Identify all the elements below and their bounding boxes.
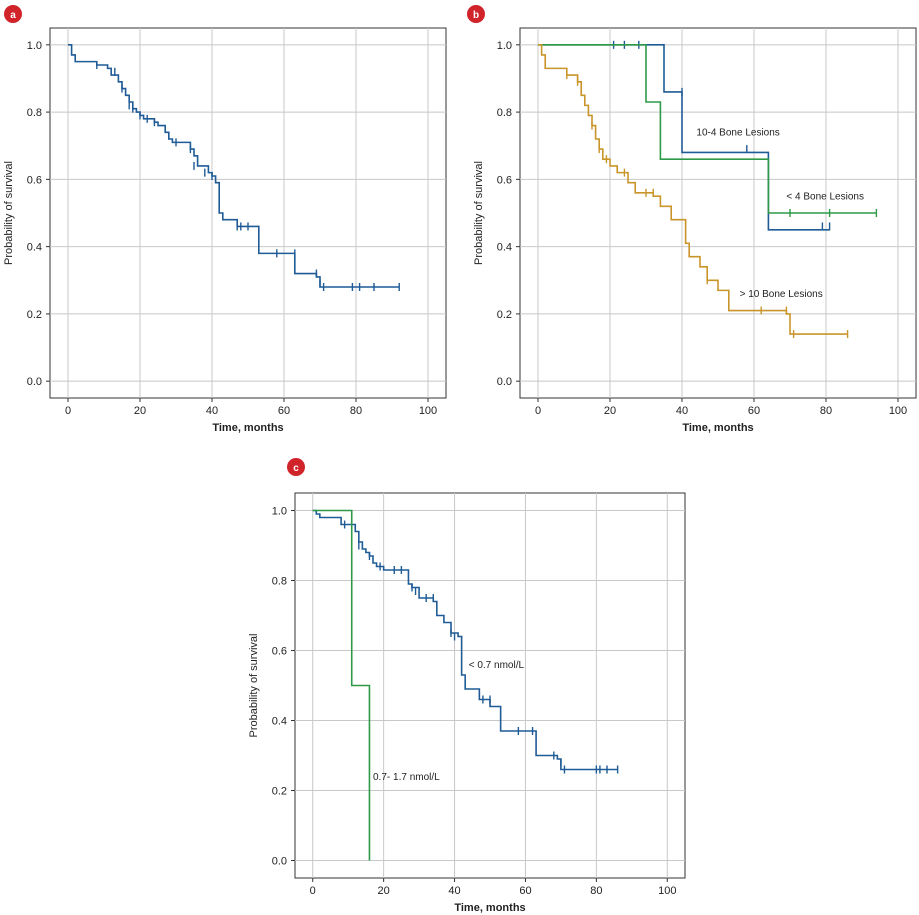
x-tick-label: 20 <box>378 885 390 897</box>
y-tick-label: 0.0 <box>27 376 42 388</box>
plot-frame <box>519 27 917 399</box>
x-tick-label: 100 <box>658 885 676 897</box>
survival-curve-1 <box>68 44 400 288</box>
x-tick-label: 80 <box>820 405 832 417</box>
x-tick-label: 0 <box>310 885 316 897</box>
x-axis-title: Time, months <box>454 902 525 914</box>
y-tick-label: 0.6 <box>497 174 512 186</box>
y-axis-title: Probability of survival <box>248 634 260 738</box>
plot-frame <box>294 492 686 879</box>
plot-frame <box>49 27 447 399</box>
panel-badge-letter: b <box>473 10 479 21</box>
series-label: < 0.7 nmol/L <box>469 660 525 671</box>
x-tick-label: 40 <box>676 405 688 417</box>
y-tick-label: 0.0 <box>497 376 512 388</box>
series-label: < 4 Bone Lesions <box>786 192 864 203</box>
y-tick-label: 0.8 <box>497 107 512 119</box>
panel-a: 0 20 40 60 80 100 0.0 0.2 0.4 0.6 0.8 1.0 Time, mont… <box>3 5 447 434</box>
x-tick-label: 20 <box>134 405 146 417</box>
y-tick-label: 0.6 <box>27 174 42 186</box>
y-tick-label: 0.2 <box>497 309 512 321</box>
y-tick-label: 0.2 <box>272 786 287 798</box>
panel-b: 0 20 40 60 80 100 0.0 0.2 0.4 0.6 0.8 1.0 Time, mont… <box>467 5 917 434</box>
x-tick-label: 80 <box>590 885 602 897</box>
x-tick-label: 60 <box>748 405 760 417</box>
y-axis-title: Probability of survival <box>3 161 15 265</box>
panel-badge-letter: c <box>293 463 299 474</box>
x-tick-label: 60 <box>278 405 290 417</box>
x-tick-label: 60 <box>519 885 531 897</box>
y-axis-title: Probability of survival <box>473 161 485 265</box>
y-tick-label: 0.8 <box>27 107 42 119</box>
y-tick-label: 0.0 <box>272 856 287 868</box>
x-tick-label: 0 <box>65 405 71 417</box>
panel-badge-letter: a <box>10 10 16 21</box>
panel-badge <box>287 458 305 476</box>
survival-curve-2 <box>538 44 877 214</box>
x-tick-label: 20 <box>604 405 616 417</box>
panel-badge <box>4 5 22 23</box>
panel-c: 0 20 40 60 80 100 0.0 0.2 0.4 0.6 0.8 1.0 Time, mont… <box>248 458 686 914</box>
x-axis-title: Time, months <box>212 422 283 434</box>
y-tick-label: 0.6 <box>272 646 287 658</box>
series-label: > 10 Bone Lesions <box>740 289 823 300</box>
y-tick-label: 0.4 <box>27 242 42 254</box>
y-tick-label: 1.0 <box>272 506 287 518</box>
y-tick-label: 0.4 <box>272 716 287 728</box>
x-tick-label: 100 <box>889 405 907 417</box>
x-tick-label: 40 <box>448 885 460 897</box>
y-tick-label: 0.8 <box>272 576 287 588</box>
x-tick-label: 0 <box>535 405 541 417</box>
y-tick-label: 1.0 <box>497 40 512 52</box>
y-tick-label: 0.4 <box>497 242 512 254</box>
y-tick-label: 1.0 <box>27 40 42 52</box>
series-label: 0.7- 1.7 nmol/L <box>373 772 440 783</box>
x-tick-label: 100 <box>419 405 437 417</box>
survival-curve-2 <box>312 509 371 861</box>
panel-badge <box>467 5 485 23</box>
x-tick-label: 40 <box>206 405 218 417</box>
x-tick-label: 80 <box>350 405 362 417</box>
y-tick-label: 0.2 <box>27 309 42 321</box>
x-axis-title: Time, months <box>682 422 753 434</box>
survival-curve-1 <box>538 44 830 231</box>
series-label: 10-4 Bone Lesions <box>696 128 779 139</box>
survival-curve-3 <box>538 44 848 335</box>
survival-curve-1 <box>312 509 618 771</box>
